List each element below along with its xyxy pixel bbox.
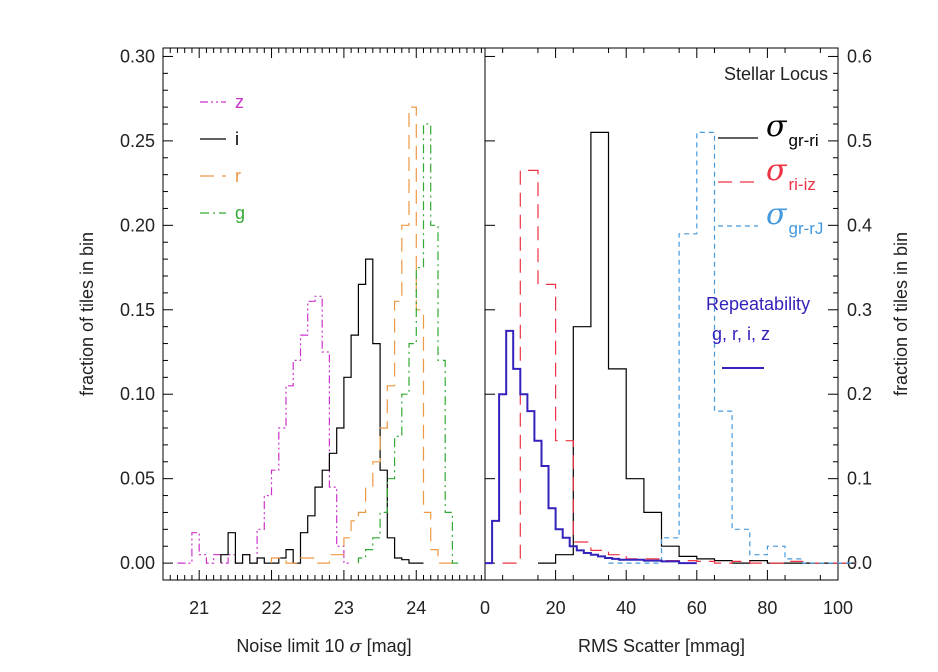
legend-label-repeatability: Repeatability bbox=[706, 294, 810, 314]
sigma-subscript: gr-ri bbox=[788, 131, 818, 150]
sigma-subscript: gr-rJ bbox=[788, 219, 823, 238]
left-x-tick-label: 21 bbox=[189, 598, 209, 618]
right-x-tick-label: 40 bbox=[616, 598, 636, 618]
left-y-tick-label: 0.20 bbox=[120, 215, 155, 235]
left-y-tick-label: 0.05 bbox=[120, 469, 155, 489]
right-panel-rms-scatter: 0 20 40 60 80 100 0.0 0.1 0.2 0.3 0.4 0.5 0.6 Stellar… bbox=[480, 46, 911, 656]
left-y-tick-label: 0.30 bbox=[120, 46, 155, 66]
left-y-tick-label: 0.00 bbox=[120, 553, 155, 573]
left-x-tick-label: 23 bbox=[334, 598, 354, 618]
right-plot-frame bbox=[484, 47, 839, 581]
right-x-axis-label: RMS Scatter [mmag] bbox=[578, 636, 745, 656]
legend-label-g: g bbox=[235, 203, 245, 223]
right-y-tick-label: 0.5 bbox=[847, 131, 872, 151]
sigma-subscript: ri-iz bbox=[788, 175, 815, 194]
legend-label-z: z bbox=[235, 92, 244, 112]
right-y-tick-label: 0.3 bbox=[847, 300, 872, 320]
sigma-symbol: σ bbox=[349, 636, 362, 657]
right-y-tick-label: 0.2 bbox=[847, 384, 872, 404]
left-x-axis-label-prefix: Noise limit 10 bbox=[236, 636, 349, 656]
left-plot-frame bbox=[162, 47, 486, 581]
left-y-axis-label: fraction of tiles in bin bbox=[77, 232, 97, 396]
left-y-tick-label: 0.10 bbox=[120, 384, 155, 404]
legend-label-repeatability-bands: g, r, i, z bbox=[712, 324, 770, 344]
sigma-symbol: σ bbox=[766, 109, 788, 144]
right-y-tick-label: 0.6 bbox=[847, 46, 872, 66]
left-y-tick-label: 0.25 bbox=[120, 131, 155, 151]
right-x-tick-label: 20 bbox=[546, 598, 566, 618]
right-x-tick-label: 100 bbox=[823, 598, 853, 618]
histogram-series-i bbox=[220, 258, 424, 564]
sigma-symbol: σ bbox=[766, 153, 788, 188]
histogram-series-r bbox=[270, 106, 460, 564]
right-y-axis-label: fraction of tiles in bin bbox=[891, 232, 911, 396]
left-x-axis-label: Noise limit 10 σ [mag] bbox=[236, 636, 411, 657]
right-y-tick-label: 0.4 bbox=[847, 215, 872, 235]
histogram-series-repeatability bbox=[485, 329, 697, 565]
right-x-tick-label: 60 bbox=[687, 598, 707, 618]
right-x-tick-label: 80 bbox=[757, 598, 777, 618]
left-x-tick-label: 24 bbox=[406, 598, 426, 618]
left-x-axis-label-suffix: [mag] bbox=[362, 636, 412, 656]
legend-label-i: i bbox=[235, 129, 239, 149]
right-x-tick-label: 0 bbox=[480, 598, 490, 618]
left-y-tick-label: 0.15 bbox=[120, 300, 155, 320]
right-y-tick-label: 0.1 bbox=[847, 469, 872, 489]
right-panel-title: Stellar Locus bbox=[724, 64, 828, 84]
right-y-tick-label: 0.0 bbox=[847, 553, 872, 573]
histogram-series-z bbox=[177, 295, 352, 564]
left-x-tick-label: 22 bbox=[262, 598, 282, 618]
histogram-series-sigma-gr-rj bbox=[608, 131, 856, 564]
histogram-series-sigma-gr-ri bbox=[538, 131, 856, 564]
sigma-symbol: σ bbox=[766, 197, 788, 232]
legend-label-sigma-gr-rj: σ gr-rJ bbox=[766, 197, 823, 238]
left-panel-noise-limit: 21 22 23 24 0.00 0.05 0.10 0.15 0.20 0.25 0.30 zirg… bbox=[77, 46, 486, 657]
histogram-series-sigma-ri-iz bbox=[502, 169, 856, 564]
legend-label-r: r bbox=[235, 166, 241, 186]
legend-label-sigma-ri-iz: σ ri-iz bbox=[766, 153, 816, 194]
legend-label-sigma-gr-ri: σ gr-ri bbox=[766, 109, 819, 150]
